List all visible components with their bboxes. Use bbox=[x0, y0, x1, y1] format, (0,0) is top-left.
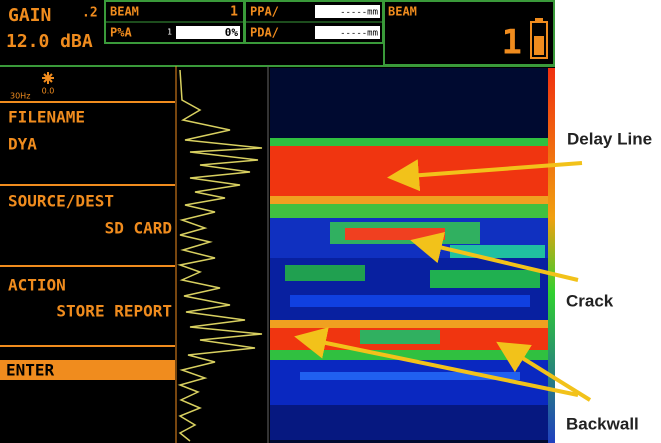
pa-value: 0% bbox=[225, 26, 239, 39]
pa-bar bbox=[176, 26, 240, 39]
battery-tip bbox=[535, 18, 543, 22]
pda-label: PDA/ bbox=[250, 26, 279, 40]
gain-label: GAIN bbox=[8, 5, 51, 26]
ppa-field bbox=[315, 5, 380, 18]
beam2-label: BEAM bbox=[388, 5, 417, 19]
color-scale bbox=[548, 68, 555, 443]
annotation: Crack bbox=[566, 291, 614, 310]
rate: 30Hz bbox=[10, 92, 30, 101]
bscan-image bbox=[270, 68, 548, 443]
star-icon bbox=[42, 72, 54, 84]
angle: 0.0 bbox=[42, 87, 55, 96]
annotation: Delay Line bbox=[567, 129, 652, 148]
annotation: Backwall bbox=[566, 414, 639, 433]
menu-label: FILENAME bbox=[8, 108, 85, 127]
menu-value: SD CARD bbox=[105, 219, 172, 238]
ascan-waveform bbox=[177, 69, 263, 442]
beam-value: 1 bbox=[230, 5, 238, 20]
gain-value: 12.0 dBA bbox=[6, 31, 93, 52]
menu-value: STORE REPORT bbox=[56, 302, 172, 321]
menu-dividers bbox=[0, 101, 175, 347]
pa-marker: 1 bbox=[167, 28, 172, 37]
annotation-arrows bbox=[294, 159, 592, 402]
ppa-label: PPA/ bbox=[250, 5, 279, 19]
menu-value: DYA bbox=[8, 135, 37, 154]
pa-label: P%A bbox=[110, 26, 132, 40]
menu-label: ACTION bbox=[8, 276, 66, 295]
pda-field bbox=[315, 26, 380, 39]
ppa-readout: -----mm bbox=[340, 8, 378, 18]
enter-label[interactable]: ENTER bbox=[6, 361, 55, 380]
enter-button[interactable] bbox=[0, 360, 175, 380]
battery-level bbox=[534, 36, 544, 55]
beam-label: BEAM bbox=[110, 5, 139, 19]
gain-step: .2 bbox=[82, 6, 98, 21]
beam2-value: 1 bbox=[502, 23, 522, 63]
menu-label: SOURCE/DEST bbox=[8, 192, 114, 211]
pda-readout: -----mm bbox=[340, 29, 378, 39]
